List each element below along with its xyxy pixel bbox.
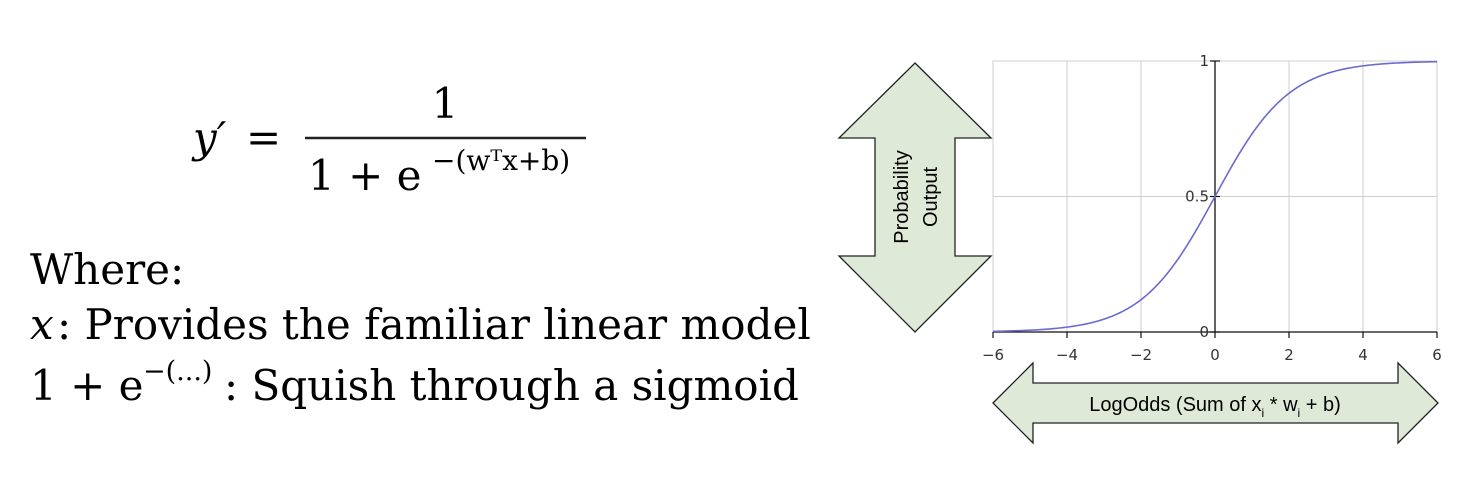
explanation-line1-symbol: x (30, 300, 54, 349)
sigmoid-curve (992, 60, 1438, 333)
explanation-line2-symbol-base: 1 + e (30, 361, 143, 410)
formula-equals: = (246, 113, 281, 162)
vertical-arrow-label-line2: Output (920, 167, 942, 227)
chart-y-ticks: 00.51 (1185, 52, 1220, 341)
x-tick-label-5: 4 (1358, 346, 1368, 364)
horizontal-arrow-label: LogOdds (Sum of xi * wi + b) (1089, 394, 1341, 420)
explanation-line2-text: : Squish through a sigmoid (224, 361, 799, 410)
x-tick-label-6: 6 (1432, 346, 1442, 364)
explanation-heading: Where: (30, 245, 184, 294)
x-tick-label-4: 2 (1284, 346, 1294, 364)
vertical-double-arrow-shape (837, 62, 993, 333)
vertical-arrow-label-line1: Probability (891, 150, 913, 243)
explanation-line2-symbol-exponent: −(...) (143, 356, 212, 387)
explanation-block: Where: x : Provides the familiar linear … (30, 245, 811, 410)
chart-x-ticks: −6 −4 −2 0 2 4 6 (982, 332, 1442, 364)
explanation-line1-text: : Provides the familiar linear model (57, 300, 811, 349)
y-tick-label-0: 0 (1199, 323, 1209, 341)
logodds-arrow: LogOdds (Sum of xi * wi + b) (992, 361, 1439, 445)
x-tick-label-1: −4 (1056, 346, 1078, 364)
formula-denominator-exponent: −(wᵀx+b) (432, 144, 570, 177)
formula-denominator-base: 1 + e (308, 151, 421, 200)
formula-numerator: 1 (432, 79, 459, 128)
x-tick-label-0: −6 (982, 346, 1004, 364)
y-tick-label-1: 0.5 (1185, 188, 1209, 206)
x-tick-label-2: −2 (1130, 346, 1152, 364)
x-tick-label-3: 0 (1210, 346, 1220, 364)
sigmoid-formula: y′ = 1 1 + e −(wᵀx+b) (191, 79, 586, 200)
y-tick-label-2: 1 (1199, 52, 1209, 70)
formula-lhs: y′ (191, 113, 227, 162)
horizontal-double-arrow-shape (992, 361, 1439, 445)
sigmoid-chart: −6 −4 −2 0 2 4 6 00.51 (982, 52, 1442, 364)
probability-output-arrow: Probability Output (837, 62, 993, 333)
